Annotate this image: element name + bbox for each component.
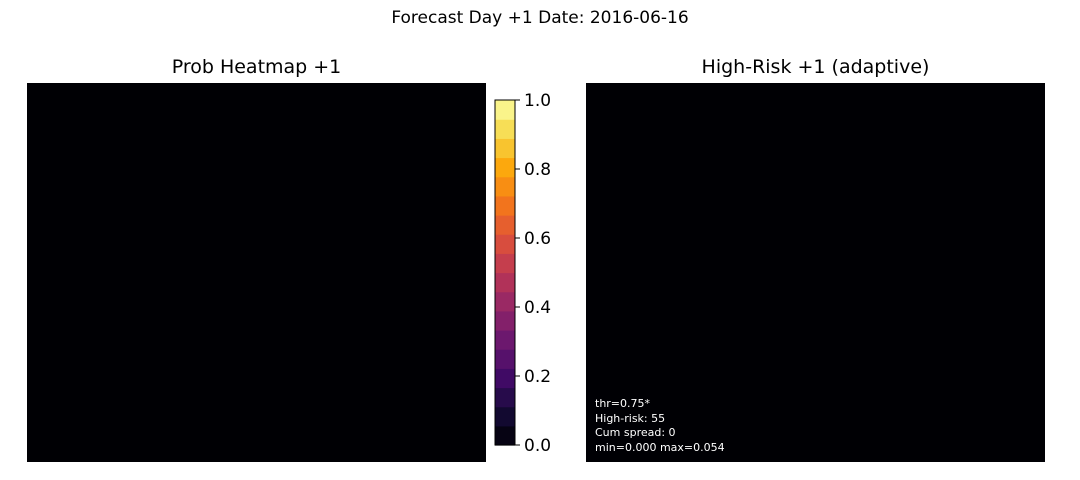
colorbar-level — [495, 368, 515, 389]
colorbar-level — [495, 291, 515, 312]
colorbar: 0.0 0.2 0.4 0.6 0.8 1.0 — [494, 91, 551, 452]
prob-heatmap-title: Prob Heatmap +1 — [171, 56, 342, 78]
threshold-annotation: thr=0.75* — [595, 397, 651, 410]
cum-spread-annotation: Cum spread: 0 — [595, 426, 676, 439]
colorbar-level — [495, 330, 515, 350]
colorbar-tick-label: 0.8 — [524, 160, 551, 180]
colorbar-frame — [494, 99, 516, 446]
colorbar-tick-label: 0.6 — [524, 229, 551, 249]
colorbar-level — [495, 349, 515, 369]
high-risk-title: High-Risk +1 (adaptive) — [701, 56, 930, 78]
colorbar-level — [495, 157, 515, 178]
colorbar-level — [495, 406, 515, 427]
colorbar-level — [495, 253, 515, 274]
colorbar-level — [495, 215, 515, 235]
colorbar-level — [495, 100, 515, 120]
colorbar-tick-label: 0.4 — [524, 298, 551, 318]
colorbar-level — [495, 234, 515, 254]
figure-suptitle: Forecast Day +1 Date: 2016-06-16 — [391, 8, 689, 28]
min-max-annotation: min=0.000 max=0.054 — [595, 440, 725, 454]
colorbar-level — [495, 310, 515, 331]
colorbar-tick-label: 0.2 — [524, 367, 551, 387]
high-risk-plot: thr=0.75* High-risk: 55 Cum spread: 0 mi… — [586, 83, 1045, 462]
colorbar-level — [495, 176, 515, 197]
high-risk-annotations: thr=0.75* High-risk: 55 Cum spread: 0 mi… — [595, 397, 725, 455]
colorbar-level — [495, 272, 515, 293]
prob-heatmap-plot — [27, 83, 486, 462]
colorbar-level — [495, 195, 515, 216]
colorbar-level — [495, 387, 515, 408]
high-risk-count-annotation: High-risk: 55 — [595, 411, 666, 425]
colorbar-level — [495, 138, 515, 159]
colorbar-level — [495, 119, 515, 139]
colorbar-tick-label: 1.0 — [524, 91, 551, 111]
colorbar-tick-label: 0.0 — [524, 436, 551, 452]
colorbar-level — [495, 425, 515, 446]
